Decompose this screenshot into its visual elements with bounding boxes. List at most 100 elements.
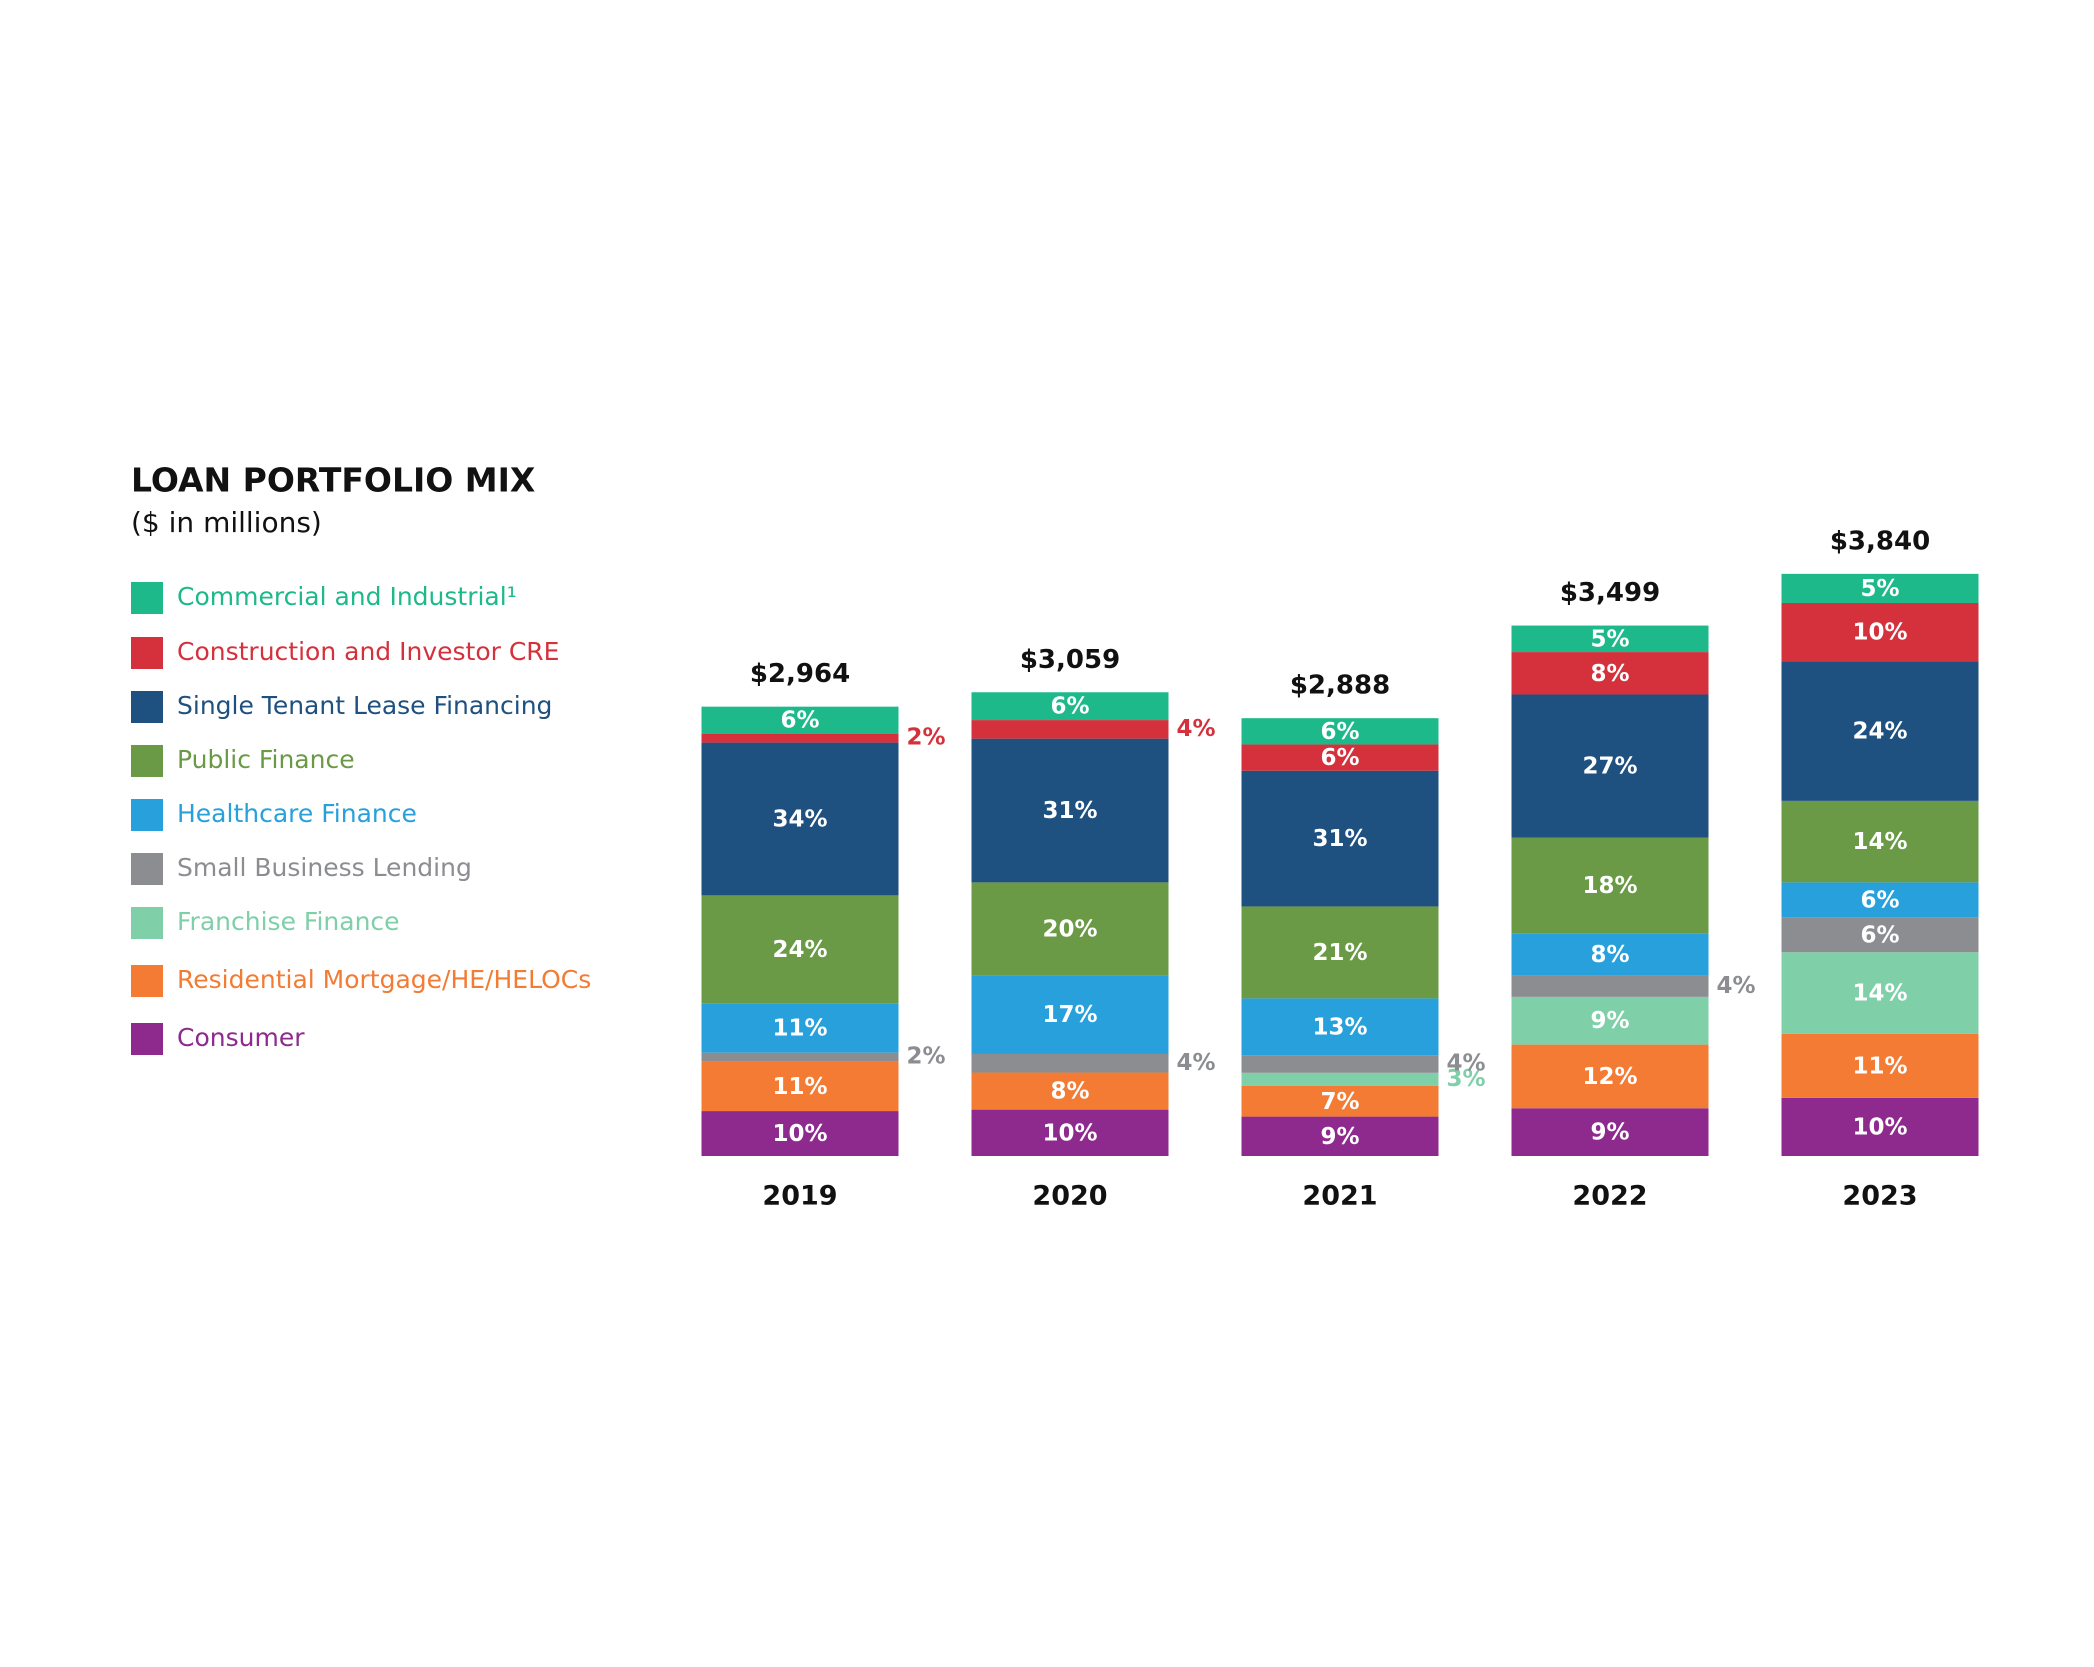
data-label: 7% (1320, 1089, 1359, 1115)
legend-swatch (131, 745, 163, 777)
data-label: 12% (1582, 1064, 1637, 1090)
legend-label: Consumer (177, 1023, 305, 1052)
data-label: 4% (1177, 716, 1216, 742)
bar-segment (1781, 917, 1979, 953)
bar-segment (971, 692, 1169, 721)
data-label: 24% (772, 937, 827, 963)
bar-segment (1241, 770, 1439, 907)
bar-segment (971, 1072, 1169, 1110)
legend-label: Residential Mortgage/HE/HELOCs (177, 965, 591, 994)
bar-segment (1511, 652, 1709, 695)
bar-segment (971, 882, 1169, 976)
x-tick-label: 2023 (1842, 1181, 1917, 1212)
bar-segment (1781, 800, 1979, 883)
bar-segment (971, 975, 1169, 1054)
total-label: $3,059 (1020, 645, 1120, 675)
data-label: 10% (1852, 1114, 1907, 1140)
x-tick-label: 2021 (1302, 1181, 1377, 1212)
bar-segment (1511, 694, 1709, 838)
bar-segment (701, 1111, 899, 1156)
bar-segment (971, 738, 1169, 883)
legend-swatch (131, 637, 163, 669)
bar-segment (701, 1061, 899, 1112)
data-label: 8% (1590, 942, 1629, 968)
data-label: 6% (1860, 922, 1899, 948)
bar-segment (701, 1003, 899, 1053)
data-label: 31% (1042, 798, 1097, 824)
data-label: 24% (1852, 719, 1907, 745)
x-tick-label: 2020 (1032, 1181, 1107, 1212)
legend-swatch (131, 907, 163, 939)
bar-segment (1241, 1072, 1439, 1086)
data-label: 10% (1852, 620, 1907, 646)
bar-segment (1241, 1085, 1439, 1117)
x-tick-label: 2019 (762, 1181, 837, 1212)
total-label: $2,964 (750, 659, 850, 689)
data-label: 34% (772, 806, 827, 832)
data-label: 11% (772, 1015, 827, 1041)
legend-swatch (131, 853, 163, 885)
data-label: 6% (780, 708, 819, 734)
total-label: $3,840 (1830, 526, 1930, 556)
legend-label: Public Finance (177, 745, 355, 774)
bar-segment (701, 895, 899, 1004)
data-label: 4% (1717, 973, 1756, 999)
bar-segment (1511, 837, 1709, 934)
legend-swatch (131, 691, 163, 723)
bar-segment (1781, 1097, 1979, 1156)
bar-segment (971, 720, 1169, 739)
data-label: 14% (1852, 829, 1907, 855)
bar-segment (701, 742, 899, 896)
bar-segment (1781, 882, 1979, 918)
chart-subtitle: ($ in millions) (131, 506, 322, 539)
data-label: 5% (1590, 626, 1629, 652)
legend-swatch (131, 799, 163, 831)
data-label: 11% (1852, 1053, 1907, 1079)
bar-segment (1511, 625, 1709, 653)
bar-segment (1781, 573, 1979, 603)
data-label: 6% (1320, 719, 1359, 745)
bar-segment (1241, 1055, 1439, 1073)
data-label: 13% (1312, 1014, 1367, 1040)
data-label: 10% (1042, 1120, 1097, 1146)
bar-segment (1241, 1116, 1439, 1156)
data-label: 5% (1860, 576, 1899, 602)
legend-label: Commercial and Industrial¹ (177, 582, 517, 611)
data-label: 2% (907, 725, 946, 751)
data-label: 6% (1320, 745, 1359, 771)
bar-segment (1781, 661, 1979, 801)
bar-segment (1241, 718, 1439, 745)
legend-label: Single Tenant Lease Financing (177, 691, 552, 720)
data-label: 9% (1590, 1008, 1629, 1034)
bar-segment (1511, 1108, 1709, 1156)
bar-segment (1241, 998, 1439, 1056)
legend-swatch (131, 1023, 163, 1055)
data-label: 9% (1320, 1124, 1359, 1150)
bar-segment (971, 1109, 1169, 1156)
data-label: 18% (1582, 873, 1637, 899)
data-label: 8% (1590, 661, 1629, 687)
data-label: 11% (772, 1074, 827, 1100)
bar-segment (1511, 1044, 1709, 1109)
data-label: 10% (772, 1121, 827, 1147)
bar-segment (701, 1052, 899, 1062)
bar-segment (1511, 933, 1709, 976)
data-label: 14% (1852, 980, 1907, 1006)
bar-segment (1241, 744, 1439, 771)
data-label: 2% (907, 1044, 946, 1070)
x-tick-label: 2022 (1572, 1181, 1647, 1212)
data-label: 27% (1582, 754, 1637, 780)
bar-segment (701, 706, 899, 734)
data-label: 6% (1860, 887, 1899, 913)
data-label: 31% (1312, 826, 1367, 852)
bar-segment (1781, 602, 1979, 662)
data-label: 4% (1447, 1051, 1486, 1077)
chart-title: LOAN PORTFOLIO MIX (131, 461, 535, 500)
legend-label: Healthcare Finance (177, 799, 417, 828)
total-label: $3,499 (1560, 578, 1660, 608)
bar-segment (1781, 952, 1979, 1034)
bar-segment (971, 1053, 1169, 1073)
legend-label: Small Business Lending (177, 853, 472, 882)
legend-label: Franchise Finance (177, 907, 400, 936)
